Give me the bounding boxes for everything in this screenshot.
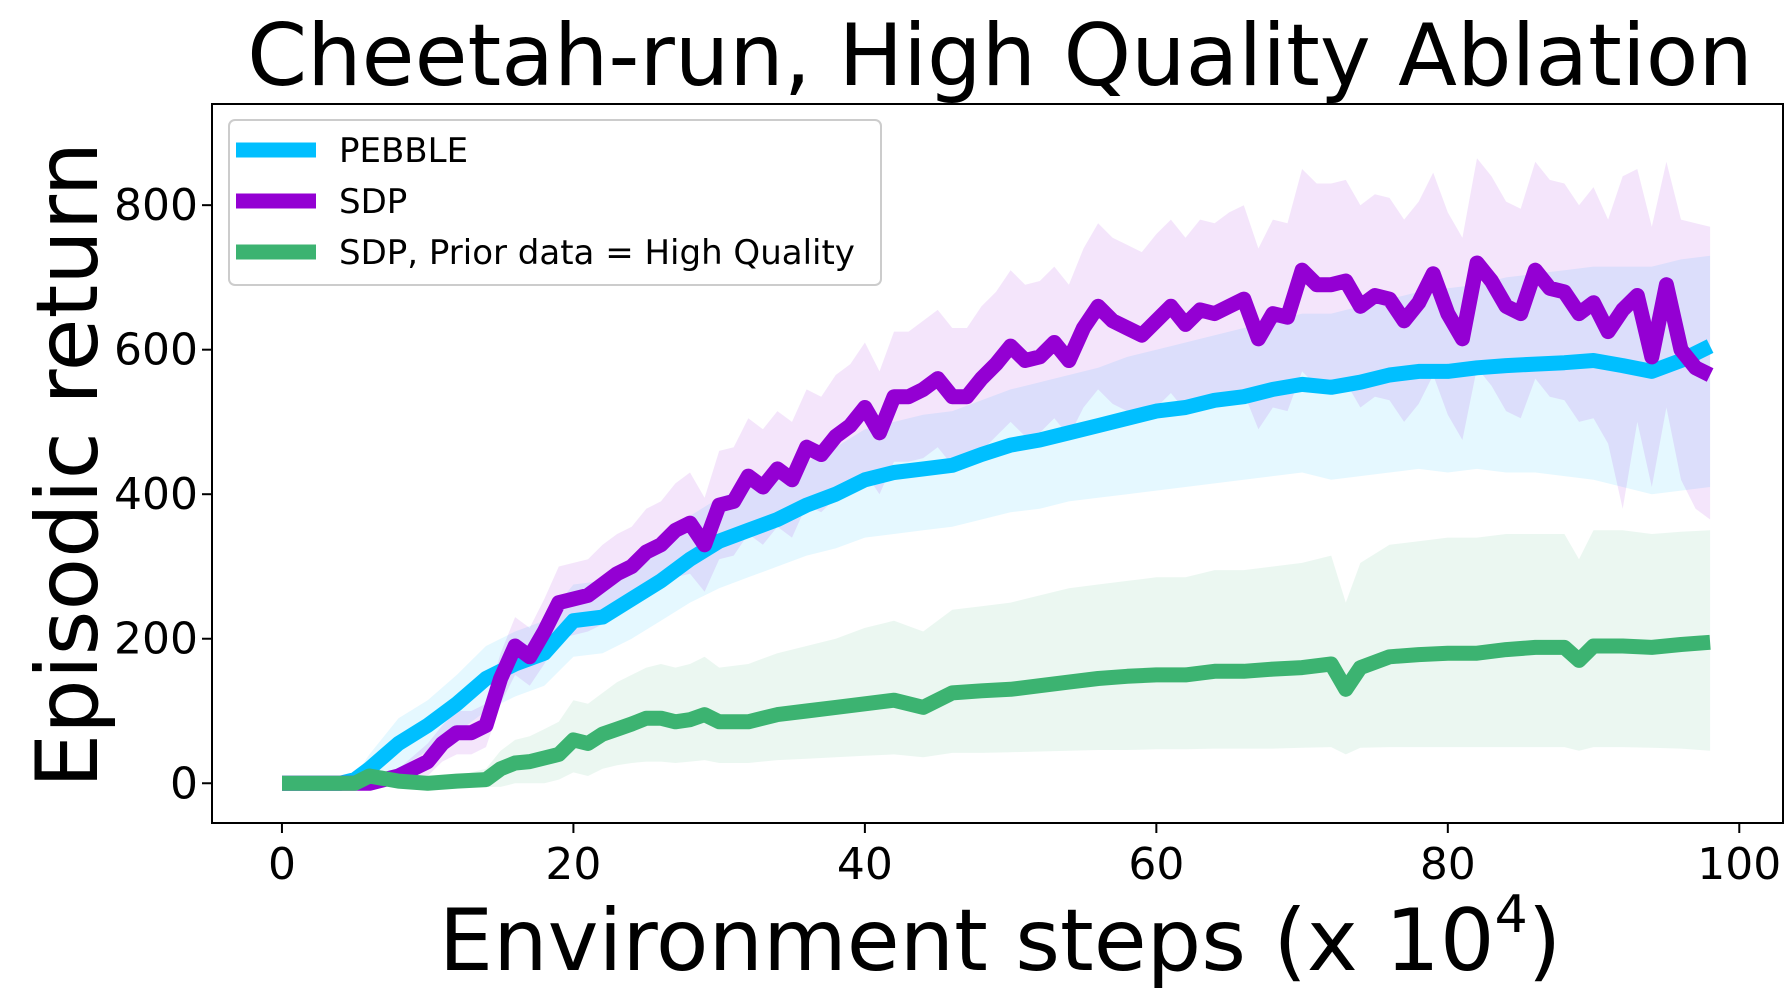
x-tick-label: 40 [837, 839, 893, 890]
y-tick-label: 600 [114, 325, 198, 376]
legend: PEBBLE SDP SDP, Prior data = High Quality [228, 119, 882, 286]
x-axis-label-exponent: 4 [1495, 885, 1528, 945]
x-axis-label: Environment steps (x 104) [439, 885, 1562, 991]
y-axis-label: Episodic return [18, 142, 118, 788]
y-tick-label: 200 [114, 614, 198, 665]
x-axis-ticks: 0 20 40 60 80 100 [268, 823, 1781, 890]
x-axis-label-main: Environment steps (x 10 [439, 891, 1495, 991]
y-tick-label: 0 [170, 758, 198, 809]
legend-label: SDP [339, 182, 407, 222]
x-tick-label: 100 [1697, 839, 1781, 890]
series-2-band [282, 158, 1711, 784]
y-tick-label: 800 [114, 180, 198, 231]
series-2-line [282, 255, 1714, 791]
legend-label: PEBBLE [339, 131, 468, 171]
x-tick-label: 0 [268, 839, 296, 890]
x-tick-label: 20 [545, 839, 601, 890]
series-lines [282, 255, 1714, 791]
y-tick-label: 400 [114, 469, 198, 520]
legend-box [228, 119, 882, 286]
legend-label: SDP, Prior data = High Quality [339, 233, 855, 273]
chart-title: Cheetah-run, High Quality Ablation [247, 6, 1753, 106]
y-axis-ticks: 0 200 400 600 800 [114, 180, 212, 809]
x-axis-label-suffix: ) [1528, 891, 1562, 991]
plot-area-frame [211, 103, 1784, 824]
x-tick-label: 60 [1128, 839, 1184, 890]
x-tick-label: 80 [1420, 839, 1476, 890]
series-3-line [282, 634, 1711, 791]
